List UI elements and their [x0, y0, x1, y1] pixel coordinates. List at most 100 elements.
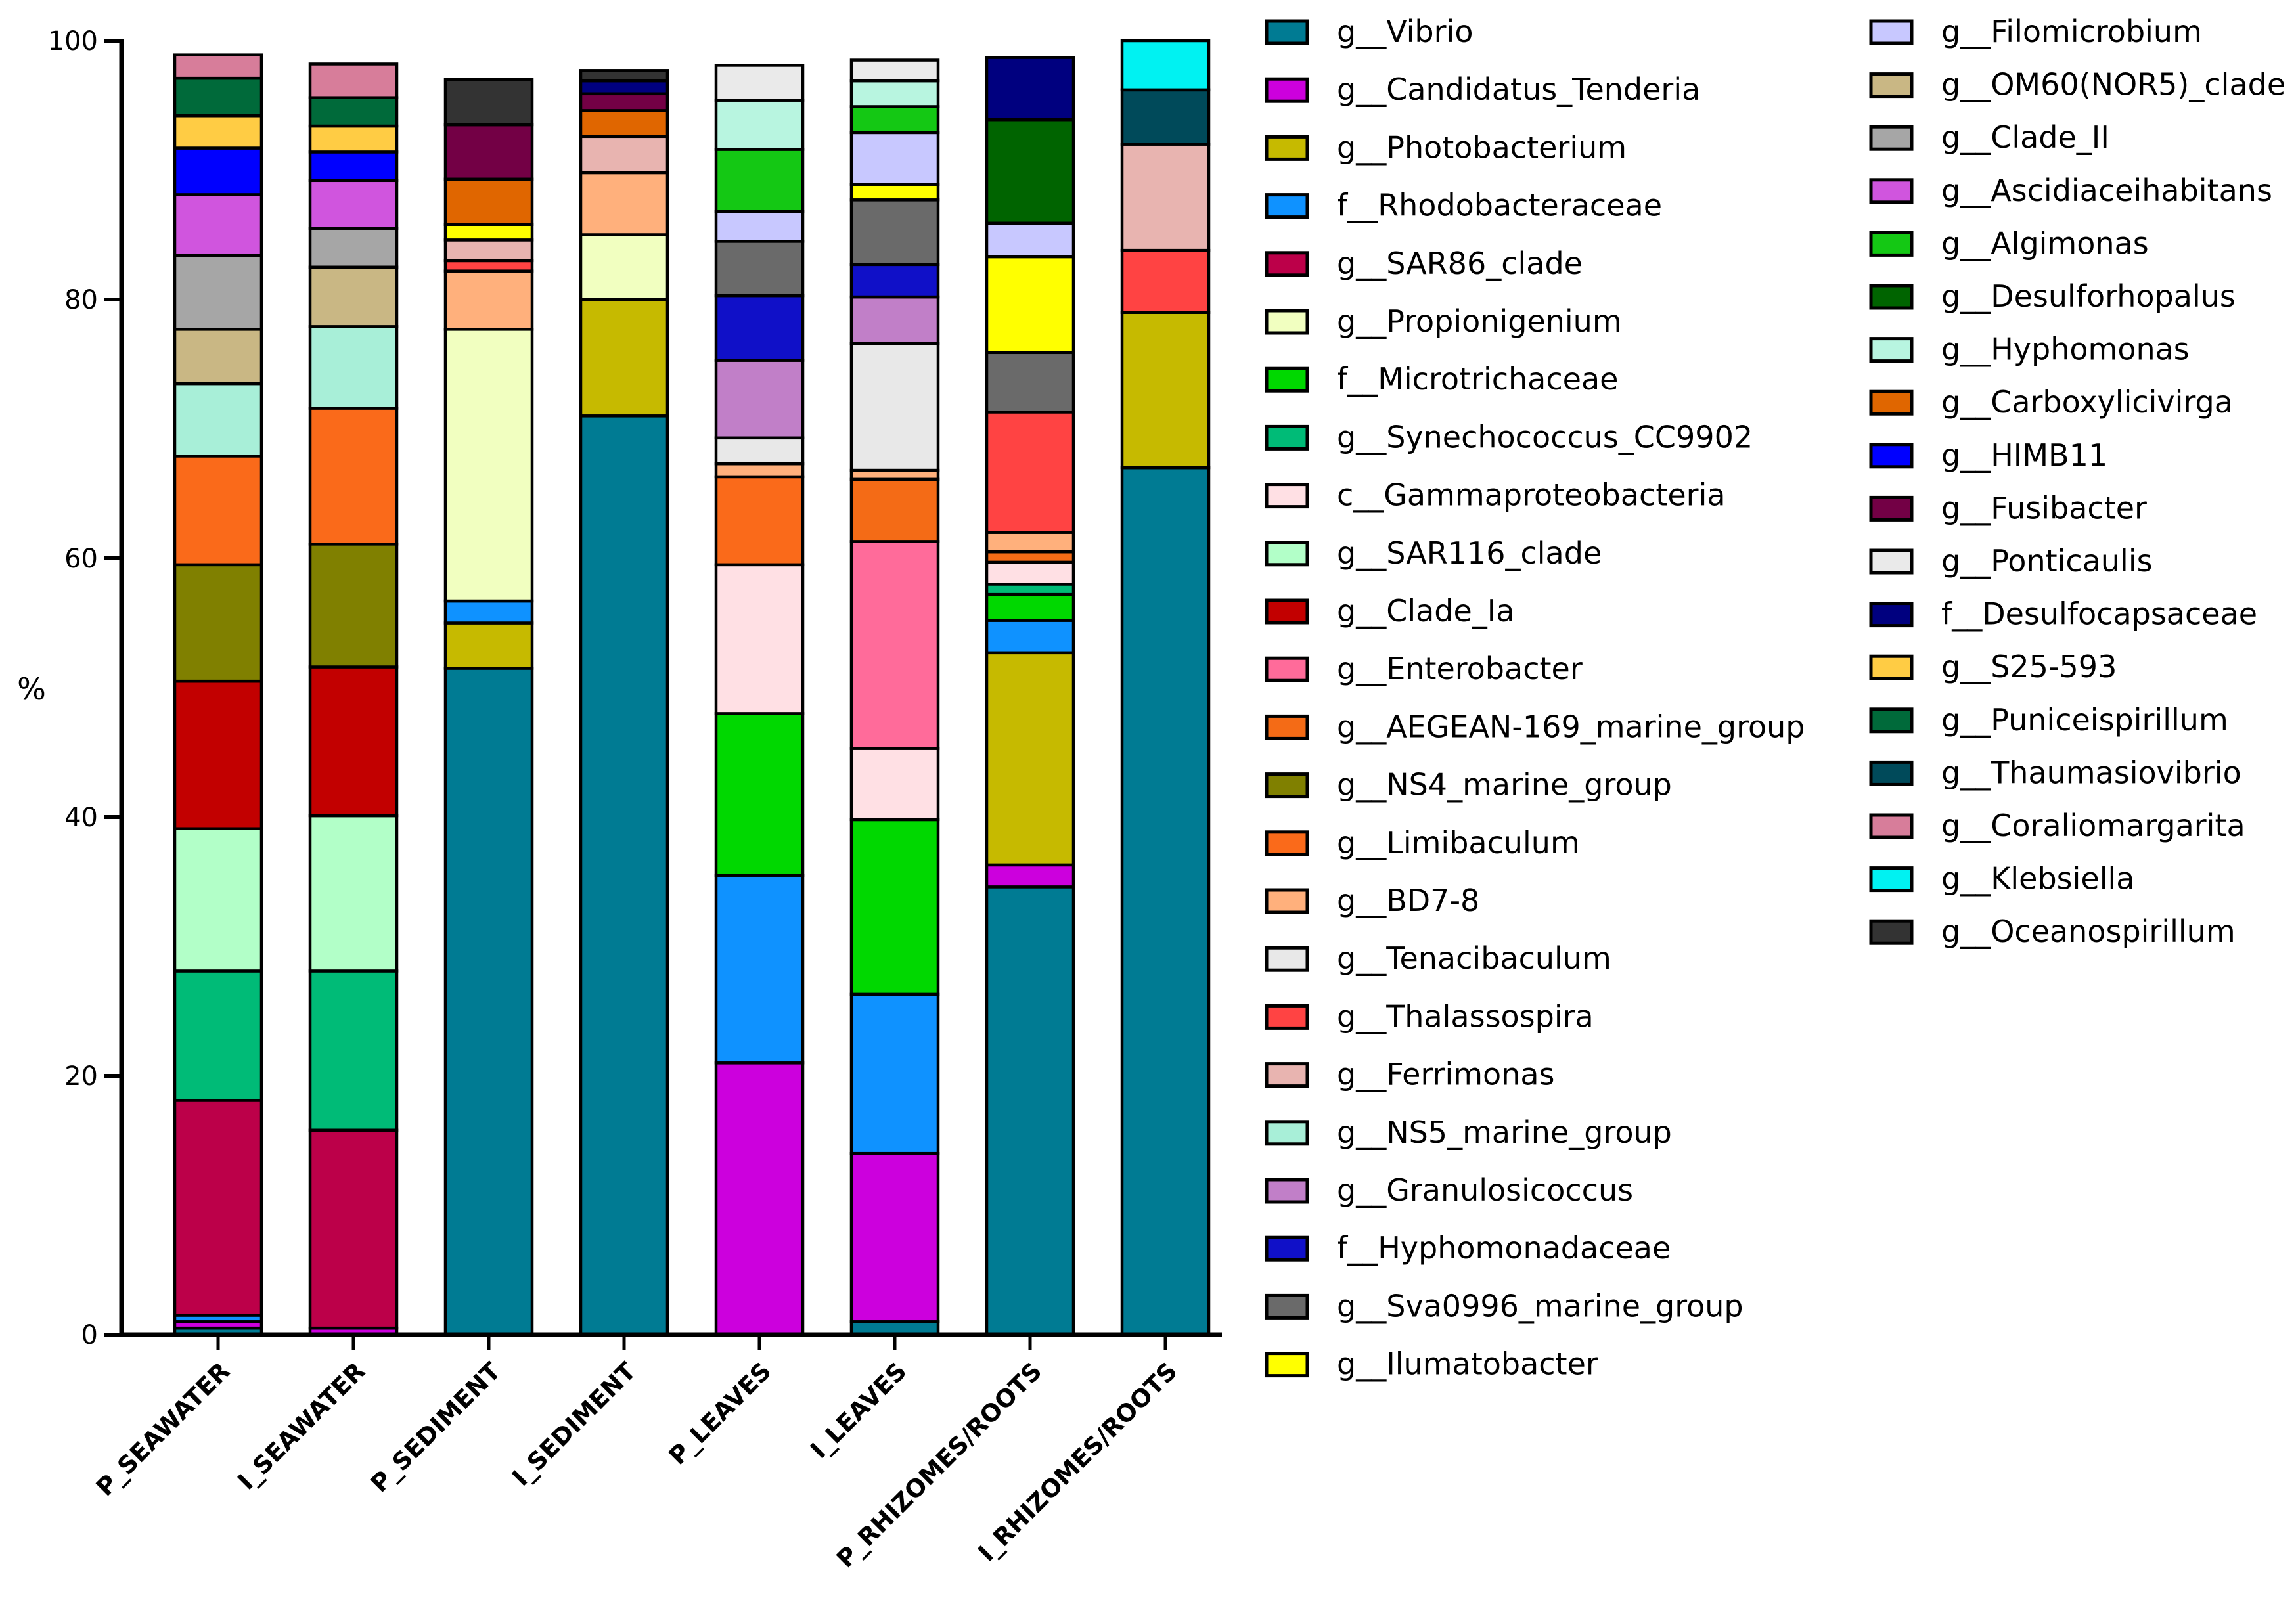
segment-p-rhizomes-roots-g-thalassospira — [985, 411, 1075, 534]
legend-swatch — [1869, 707, 1914, 734]
legend-item-g-thalassospira: g__Thalassospira — [1265, 998, 1594, 1034]
legend-swatch — [1265, 772, 1309, 799]
legend-label: f__Rhodobacteraceae — [1337, 188, 1662, 223]
legend-item-g-filomicrobium: g__Filomicrobium — [1869, 14, 2202, 49]
legend-swatch — [1265, 251, 1309, 277]
legend-item-g-sar86-clade: g__SAR86_clade — [1265, 246, 1583, 281]
segment-i-sediment-f-desulfocapsaceae — [579, 79, 669, 96]
legend-item-g-vibrio: g__Vibrio — [1265, 14, 1473, 49]
segment-i-seawater-g-ns5-marine-group — [308, 325, 399, 410]
legend-item-g-aegean-169-marine-group: g__AEGEAN-169_marine_group — [1265, 709, 1805, 744]
segment-i-leaves-f-microtrichaceae — [849, 818, 940, 996]
legend-item-g-carboxylicivirga: g__Carboxylicivirga — [1869, 384, 2233, 420]
legend-label: g__S25-593 — [1941, 649, 2117, 684]
legend-swatch — [1265, 193, 1309, 219]
legend-label: g__Oceanospirillum — [1941, 914, 2236, 949]
y-axis-label: % — [17, 671, 46, 707]
legend-label: g__Photobacterium — [1337, 129, 1627, 165]
legend-label: f__Desulfocapsaceae — [1941, 596, 2257, 632]
legend-item-g-granulosicoccus: g__Granulosicoccus — [1265, 1172, 1633, 1208]
segment-p-rhizomes-roots-g-aegean-169-marine-group — [985, 550, 1075, 564]
segment-p-seawater-g-ns4-marine-group — [173, 563, 263, 683]
legend-label: f__Hyphomonadaceae — [1337, 1230, 1671, 1266]
legend-item-g-ns4-marine-group: g__NS4_marine_group — [1265, 767, 1672, 803]
segment-i-sediment-g-carboxylicivirga — [579, 109, 669, 139]
segment-p-seawater-g-puniceispirillum — [173, 76, 263, 118]
legend-label: g__BD7-8 — [1337, 883, 1479, 918]
segment-i-sediment-g-bd7-8 — [579, 171, 669, 236]
segment-i-rhizomes-roots-g-photobacterium — [1120, 311, 1211, 470]
legend-swatch — [1869, 178, 1914, 204]
legend-label: g__Ponticaulis — [1941, 543, 2153, 579]
bar-p-seawater — [173, 53, 263, 1337]
legend-swatch — [1265, 714, 1309, 740]
legend-item-g-thaumasiovibrio: g__Thaumasiovibrio — [1869, 755, 2241, 790]
bar-i-rhizomes-roots — [1120, 39, 1211, 1337]
legend-swatch — [1265, 19, 1309, 45]
legend-swatch — [1869, 919, 1914, 945]
segment-p-leaves-g-algimonas — [714, 148, 805, 213]
legend-label: g__Sva0996_marine_group — [1337, 1288, 1744, 1323]
segment-p-sediment-g-bd7-8 — [443, 269, 534, 331]
legend-label: g__Propionigenium — [1337, 303, 1622, 339]
segment-p-seawater-g-synechococcus-cc9902 — [173, 969, 263, 1102]
legend-item-g-tenacibaculum: g__Tenacibaculum — [1265, 941, 1611, 976]
segment-i-seawater-g-sar86-clade — [308, 1128, 399, 1330]
legend-item-f-microtrichaceae: f__Microtrichaceae — [1265, 361, 1618, 397]
y-tick-label: 80 — [64, 285, 98, 315]
segment-i-leaves-g-algimonas — [849, 105, 940, 135]
segment-i-leaves-g-ponticaulis — [849, 58, 940, 83]
segment-p-sediment-g-thalassospira — [443, 259, 534, 273]
segment-p-leaves-f-microtrichaceae — [714, 712, 805, 877]
legend-swatch — [1869, 284, 1914, 310]
legend-swatch — [1265, 1004, 1309, 1030]
segment-i-leaves-f-hyphomonadaceae — [849, 263, 940, 299]
legend-item-g-oceanospirillum: g__Oceanospirillum — [1869, 914, 2236, 949]
legend-label: g__Hyphomonas — [1941, 332, 2190, 367]
legend-swatch — [1869, 443, 1914, 469]
segment-i-rhizomes-roots-g-thaumasiovibrio — [1120, 88, 1211, 146]
segment-i-seawater-g-clade-ii — [308, 227, 399, 269]
legend-swatch — [1265, 656, 1309, 682]
segment-p-leaves-f-hyphomonadaceae — [714, 294, 805, 362]
segment-p-rhizomes-roots-g-bd7-8 — [985, 531, 1075, 554]
legend-swatch — [1869, 602, 1914, 628]
segment-p-sediment-g-oceanospirillum — [443, 78, 534, 127]
legend-item-g-ns5-marine-group: g__NS5_marine_group — [1265, 1115, 1672, 1150]
segment-p-seawater-g-clade-ia — [173, 679, 263, 830]
legend-swatch — [1265, 1293, 1309, 1320]
segment-p-leaves-g-tenacibaculum — [714, 436, 805, 466]
segment-p-rhizomes-roots-g-vibrio — [985, 885, 1075, 1337]
legend-label: g__Synechococcus_CC9902 — [1337, 419, 1753, 455]
bars-group — [173, 39, 1211, 1337]
legend-swatch — [1265, 1120, 1309, 1146]
segment-p-rhizomes-roots-g-filomicrobium — [985, 221, 1075, 259]
segment-i-seawater-g-om60-nor5-clade — [308, 265, 399, 328]
segment-p-rhizomes-roots-f-desulfocapsaceae — [985, 56, 1075, 122]
segment-p-sediment-g-ferrimonas — [443, 238, 534, 263]
legend-item-g-clade-ii: g__Clade_II — [1869, 120, 2109, 155]
x-tick-label: I_SEAWATER — [233, 1357, 371, 1496]
legend-swatch — [1869, 125, 1914, 151]
segment-i-leaves-f-rhodobacteraceae — [849, 992, 940, 1155]
legend-item-g-klebsiella: g__Klebsiella — [1869, 861, 2134, 897]
legend-item-g-sar116-clade: g__SAR116_clade — [1265, 535, 1602, 571]
legend-label: g__Coraliomargarita — [1941, 808, 2245, 843]
segment-p-leaves-g-candidatus-tenderia — [714, 1061, 805, 1337]
segment-p-rhizomes-roots-g-ilumatobacter — [985, 255, 1075, 355]
x-tick-label: I_SEDIMENT — [506, 1356, 642, 1492]
segment-i-leaves-g-enterobacter — [849, 540, 940, 750]
legend-swatch — [1265, 1178, 1309, 1204]
bar-p-leaves — [714, 64, 805, 1337]
legend-label: g__Ferrimonas — [1337, 1057, 1555, 1092]
legend-label: g__Tenacibaculum — [1337, 941, 1611, 976]
legend-item-g-ferrimonas: g__Ferrimonas — [1265, 1057, 1555, 1092]
legend-item-g-clade-ia: g__Clade_Ia — [1265, 593, 1515, 629]
legend-swatch — [1869, 813, 1914, 839]
legend-swatch — [1869, 548, 1914, 575]
legend-label: g__NS4_marine_group — [1337, 767, 1672, 803]
bar-i-sediment — [579, 69, 669, 1337]
legend-swatch — [1869, 760, 1914, 786]
y-tick-label: 0 — [81, 1320, 98, 1350]
legend-label: g__Desulforhopalus — [1941, 278, 2236, 314]
